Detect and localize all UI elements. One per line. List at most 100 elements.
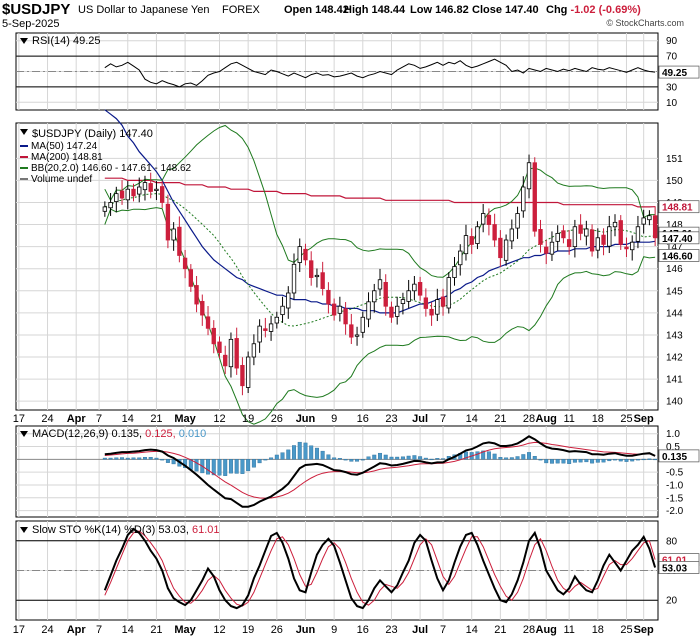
chart-date: 5-Sep-2025 xyxy=(2,18,60,30)
sto-d-line xyxy=(104,530,656,607)
macd-hist-bar xyxy=(532,456,537,460)
ma50-line xyxy=(104,109,656,314)
macd-hist-bar xyxy=(378,452,382,460)
candle-down xyxy=(389,306,394,318)
macd-hist-bar xyxy=(343,459,348,461)
macd-hist-bar xyxy=(641,458,646,461)
macd-hist-bar xyxy=(423,457,428,460)
price-tag-box xyxy=(658,249,700,262)
macd-hist-bar xyxy=(206,459,211,475)
y-tick-label: 70 xyxy=(666,52,678,63)
candle-up xyxy=(463,235,469,255)
candle-up xyxy=(400,299,406,304)
candle-up xyxy=(354,334,360,337)
x-tick-label: 21 xyxy=(150,624,162,636)
candle-down xyxy=(188,269,194,287)
x-tick-label: Sep xyxy=(634,624,654,636)
y-tick-label: 145 xyxy=(666,286,683,297)
macd-hist-bar xyxy=(274,454,279,460)
candle-up xyxy=(446,277,451,309)
x-tick-label: Jun xyxy=(296,624,316,636)
candle-up xyxy=(360,316,365,333)
x-tick-label: 25 xyxy=(620,413,632,425)
candle-down xyxy=(578,224,583,234)
macd-hist-bar xyxy=(165,459,170,463)
candle-up xyxy=(280,305,285,316)
price-title: $USDJPY (Daily) 147.40 xyxy=(32,128,153,140)
macd-hist-bar xyxy=(555,459,560,464)
macd-hist-bar xyxy=(515,456,520,460)
macd-hist-bar xyxy=(269,457,274,460)
sto-legend-icon xyxy=(20,527,28,533)
candle-down xyxy=(601,234,606,245)
candle-down xyxy=(309,260,314,278)
x-tick-label: 9 xyxy=(331,413,337,425)
candle-up xyxy=(297,246,302,263)
candle-down xyxy=(498,237,503,259)
macd-hist-bar xyxy=(624,459,629,462)
macd-hist-bar xyxy=(257,459,262,464)
y-tick-label: 151 xyxy=(666,154,683,165)
macd-hist-bar xyxy=(406,455,411,460)
symbol[interactable]: $USDJPY xyxy=(2,1,70,18)
y-tick-label: 148 xyxy=(666,220,683,231)
candle-down xyxy=(417,281,423,296)
candle-down xyxy=(343,308,348,325)
candle-down xyxy=(148,183,153,192)
macd-hist-bar xyxy=(314,447,319,460)
rsi-value-tag-box xyxy=(658,65,700,79)
legend-entry: MA(50) 147.24 xyxy=(31,141,98,152)
candle-down xyxy=(561,230,566,239)
exchange: FOREX xyxy=(222,4,261,16)
price-tag-last-box xyxy=(658,231,700,245)
chart-header: $USDJPY US Dollar to Japanese Yen FOREX … xyxy=(2,1,684,30)
macd-hist-bar xyxy=(108,457,113,460)
x-tick-label: 9 xyxy=(331,624,337,636)
candle-up xyxy=(108,202,113,209)
candle-down xyxy=(331,303,337,316)
x-tick-label: Jun xyxy=(296,413,316,425)
macd-hist-bar xyxy=(475,451,480,460)
macd-hist-bar xyxy=(297,441,302,460)
candle-up xyxy=(268,323,274,332)
candle-up xyxy=(154,188,159,191)
y-tick-label: 10 xyxy=(666,98,678,109)
price-panel-frame xyxy=(15,122,659,411)
macd-hist-bar xyxy=(463,451,468,460)
y-tick-label: 141 xyxy=(666,375,683,386)
macd-hist-bar xyxy=(647,458,652,460)
x-tick-label: 17 xyxy=(13,624,25,636)
candle-down xyxy=(234,338,239,369)
candle-up xyxy=(480,213,486,225)
price-panel: 140141142143144145146147148149150151148.… xyxy=(13,109,700,425)
macd-value-tag: 0.135 xyxy=(662,452,687,463)
x-tick-label: May xyxy=(174,624,196,636)
macd-hist-bar xyxy=(567,459,572,464)
candle-down xyxy=(177,226,182,256)
candle-up xyxy=(584,228,589,237)
candle-up xyxy=(526,162,532,190)
candle-up xyxy=(515,213,520,229)
y-tick-label: 80 xyxy=(666,536,678,547)
macd-hist-bar xyxy=(280,452,285,460)
x-tick-label: Aug xyxy=(536,624,557,636)
macd-hist-bar xyxy=(120,457,125,460)
macd-hist-bar xyxy=(441,458,446,460)
macd-hist-bar xyxy=(125,457,130,460)
macd-hist-bar xyxy=(148,457,153,460)
y-tick-label: 142 xyxy=(666,353,683,364)
instrument-name: US Dollar to Japanese Yen xyxy=(78,4,209,16)
macd-hist-bar xyxy=(326,454,331,460)
candle-up xyxy=(337,305,343,314)
y-tick-label: -2.0 xyxy=(666,506,684,517)
x-tick-label: 23 xyxy=(385,624,397,636)
macd-hist-bar xyxy=(240,459,245,474)
candle-up xyxy=(274,316,279,324)
macd-hist-bar xyxy=(223,459,228,476)
candle-up xyxy=(630,241,635,251)
stat-chg: Chg -1.02 (-0.69%) xyxy=(546,4,641,16)
candle-up xyxy=(142,182,148,191)
